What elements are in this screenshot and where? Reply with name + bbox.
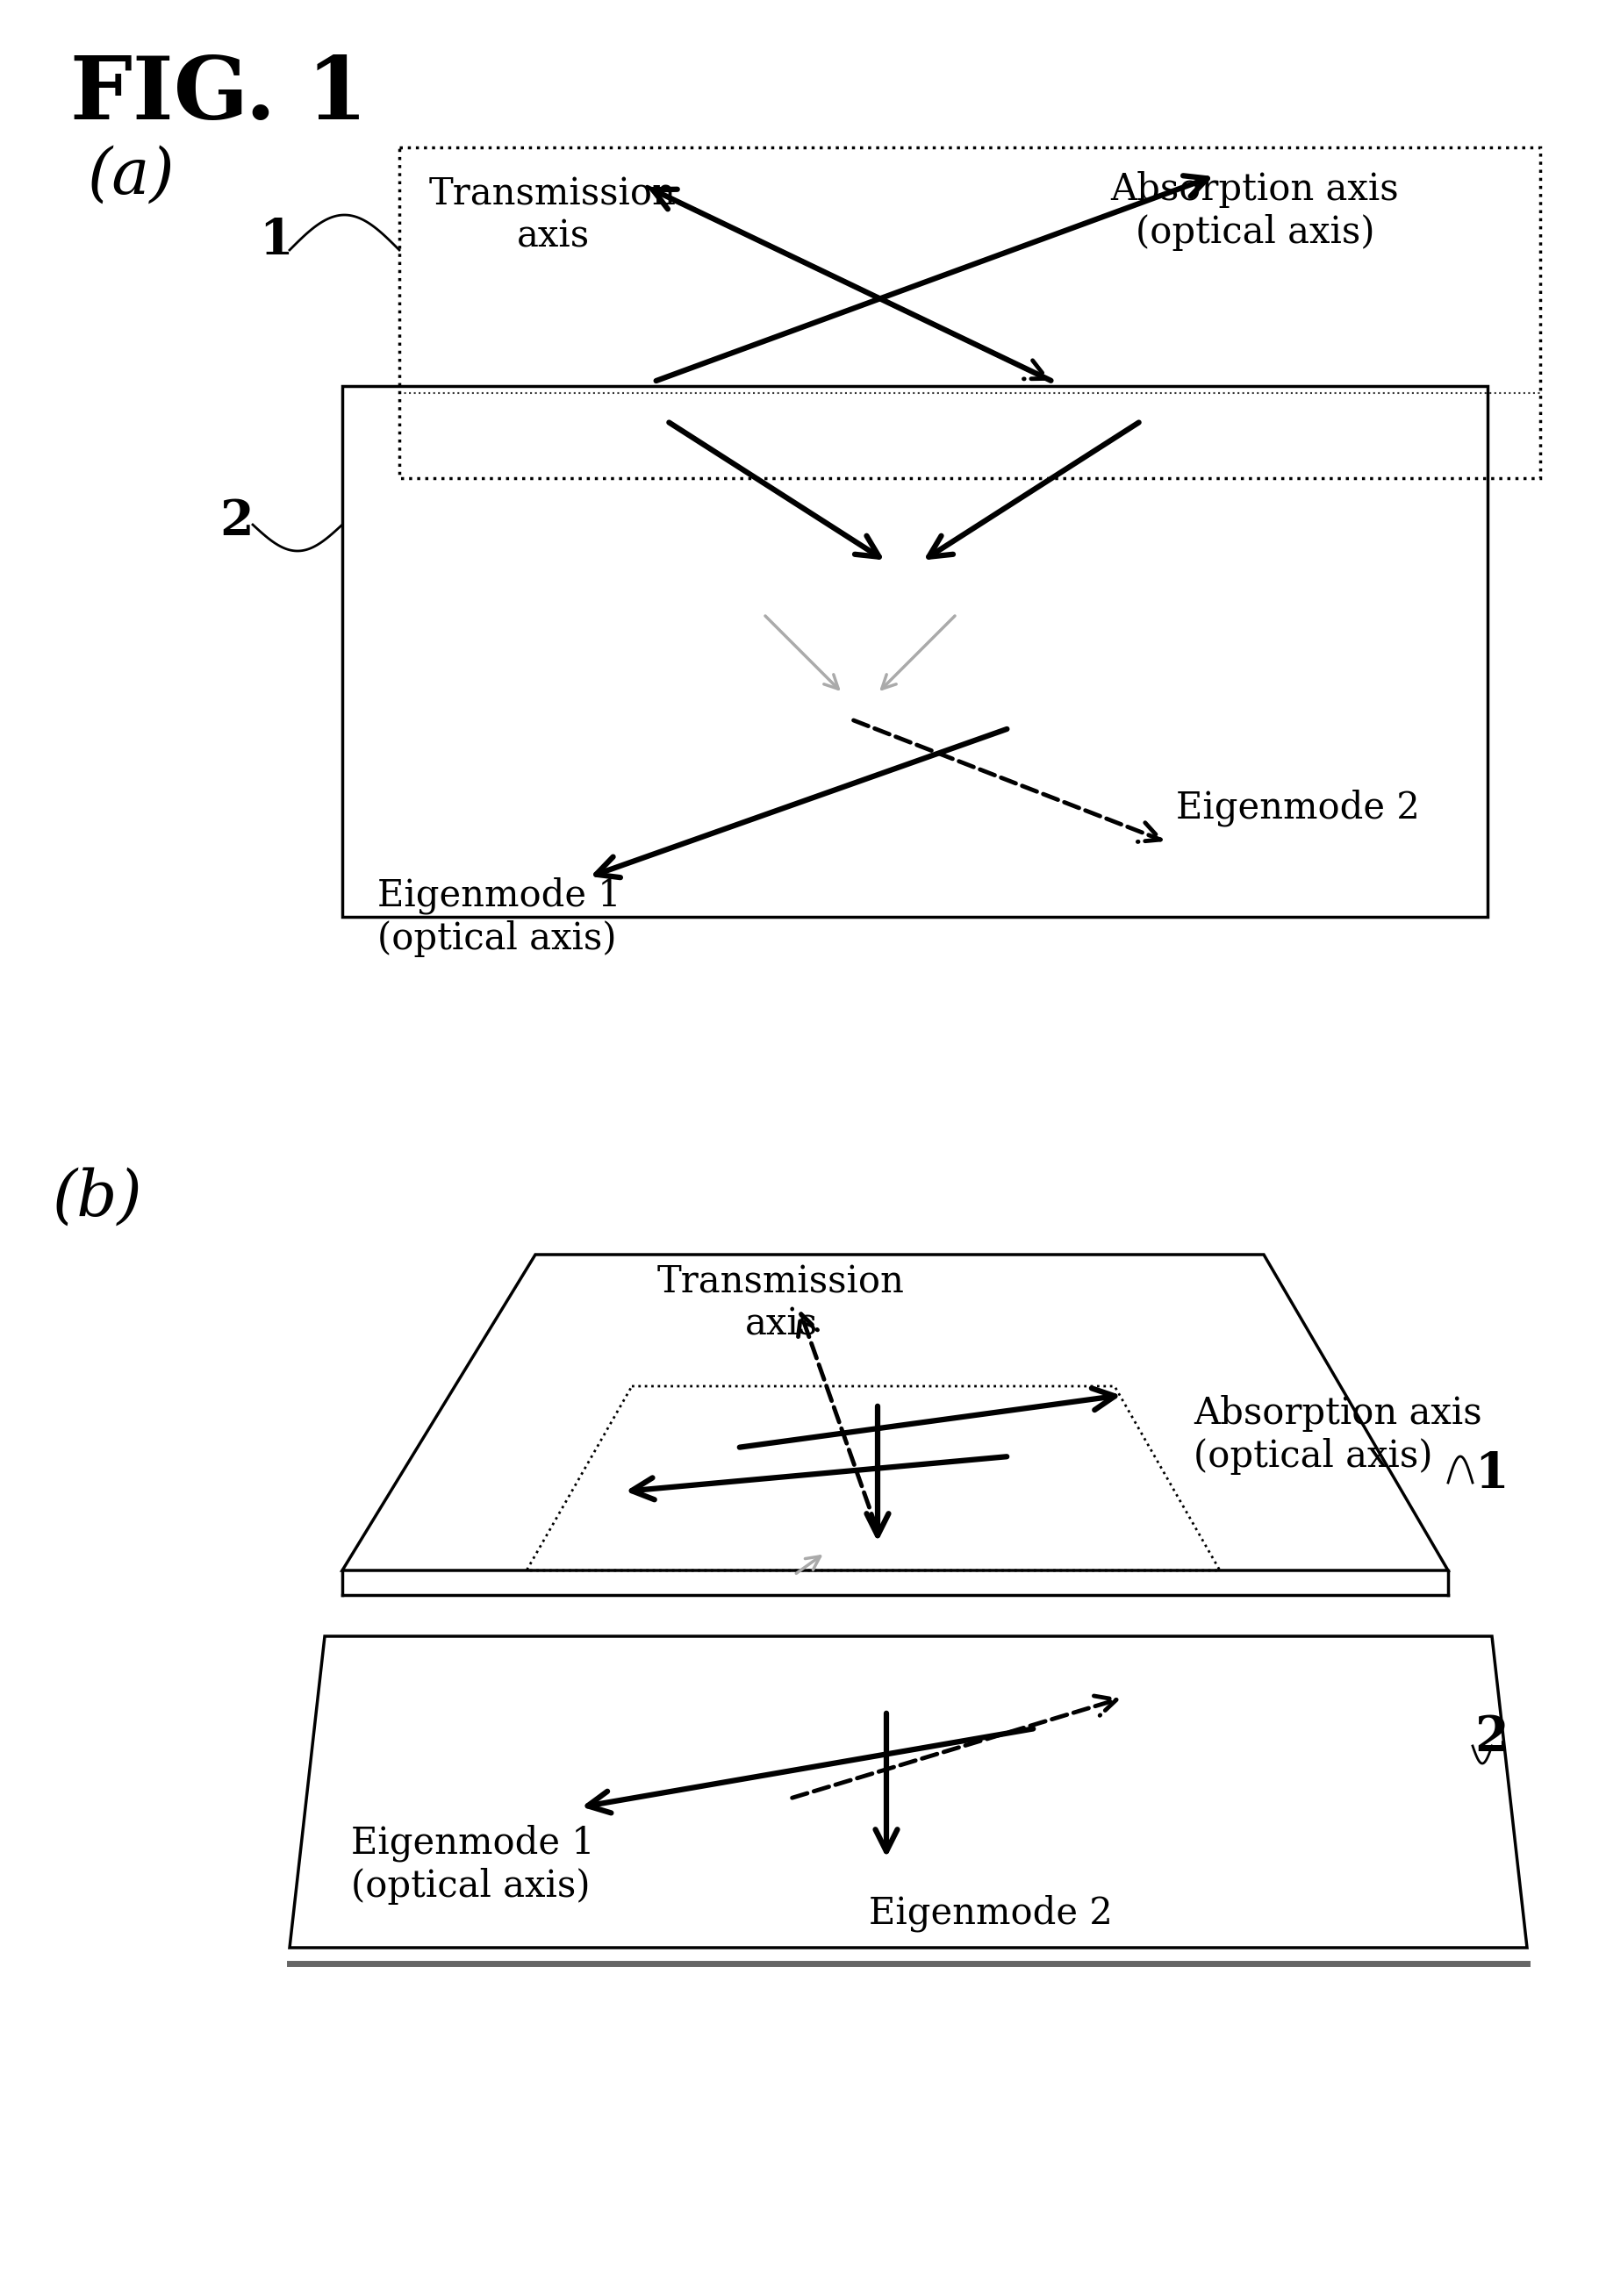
Text: (a): (a) <box>88 145 176 207</box>
Text: Absorption axis
(optical axis): Absorption axis (optical axis) <box>1111 172 1399 250</box>
Text: FIG. 1: FIG. 1 <box>70 53 368 138</box>
Text: Transmission
axis: Transmission axis <box>429 174 676 255</box>
Text: 2: 2 <box>219 498 253 546</box>
Text: Eigenmode 2: Eigenmode 2 <box>868 1894 1113 1933</box>
Text: 2: 2 <box>1474 1713 1508 1761</box>
Text: Eigenmode 1
(optical axis): Eigenmode 1 (optical axis) <box>352 1825 595 1906</box>
Text: 1: 1 <box>1474 1449 1508 1497</box>
Text: Transmission
axis: Transmission axis <box>657 1263 905 1343</box>
Text: Absorption axis
(optical axis): Absorption axis (optical axis) <box>1193 1396 1482 1474</box>
Text: (b): (b) <box>53 1166 142 1228</box>
Text: Eigenmode 1
(optical axis): Eigenmode 1 (optical axis) <box>377 877 620 957</box>
Text: Eigenmode 2: Eigenmode 2 <box>1175 790 1420 827</box>
Text: 1: 1 <box>259 218 293 266</box>
